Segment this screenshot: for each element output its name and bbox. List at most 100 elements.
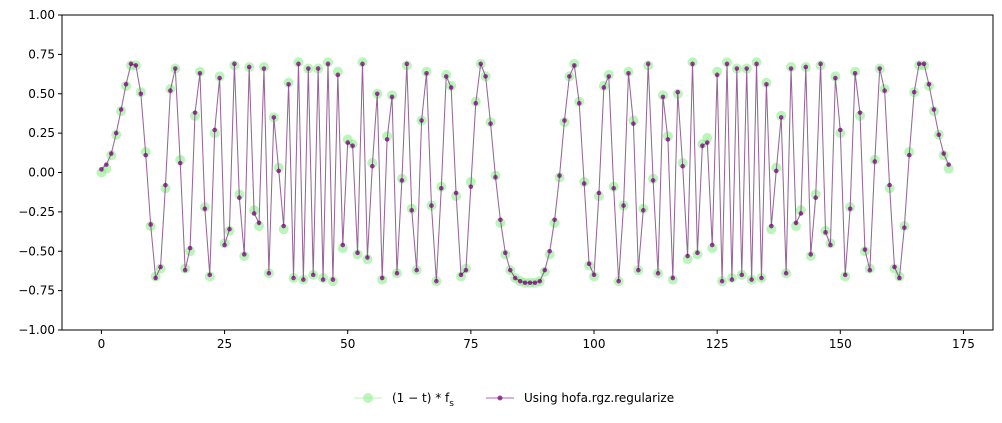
data-point-regularize <box>882 88 887 93</box>
x-tick-label: 150 <box>829 337 852 351</box>
y-axis: −1.00 −0.75 −0.50 −0.25 0.00 0.25 0.50 0.75 1.00 <box>18 8 62 337</box>
data-point-regularize <box>650 178 656 183</box>
data-point-scaled-fs <box>337 243 348 254</box>
data-point-scaled-fs <box>682 254 693 265</box>
data-point-regularize <box>769 223 774 229</box>
data-point-regularize <box>187 245 193 251</box>
data-point-regularize <box>847 206 853 212</box>
data-point-regularize <box>301 277 306 282</box>
data-point-regularize <box>507 267 513 273</box>
data-point-scaled-fs <box>332 66 343 77</box>
data-point-regularize <box>700 143 705 149</box>
data-point-regularize <box>118 107 124 112</box>
data-point-regularize <box>271 115 277 120</box>
data-point-regularize <box>916 61 922 67</box>
data-point-regularize <box>172 66 178 71</box>
data-point-regularize <box>443 74 449 79</box>
data-point-regularize <box>892 264 897 270</box>
data-point-regularize <box>788 66 794 71</box>
data-point-regularize <box>911 89 917 95</box>
data-point-scaled-fs <box>185 246 196 257</box>
data-point-regularize <box>409 208 415 213</box>
data-point-scaled-fs <box>278 224 289 235</box>
data-point-regularize <box>310 272 316 278</box>
data-point-regularize <box>335 72 341 78</box>
data-point-regularize <box>542 267 548 273</box>
data-point-regularize <box>448 85 454 90</box>
data-point-regularize <box>503 250 508 256</box>
x-tick-label: 125 <box>706 337 729 351</box>
data-point-regularize <box>320 277 326 282</box>
data-point-scaled-fs <box>790 221 801 232</box>
data-point-regularize <box>345 140 351 145</box>
data-point-regularize <box>212 127 218 133</box>
data-point-regularize <box>291 275 296 281</box>
data-point-regularize <box>837 127 843 133</box>
data-point-regularize <box>104 162 109 167</box>
data-point-regularize <box>793 220 799 226</box>
data-point-regularize <box>217 75 222 81</box>
data-point-regularize <box>232 61 237 67</box>
data-point-regularize <box>862 247 868 252</box>
data-point-regularize <box>557 173 562 178</box>
data-point-regularize <box>759 275 764 281</box>
data-point-regularize <box>438 185 444 191</box>
data-point-regularize <box>852 70 858 76</box>
data-point-scaled-fs <box>766 224 777 235</box>
data-point-regularize <box>340 242 346 248</box>
data-point-scaled-fs <box>702 132 713 143</box>
data-point-regularize <box>429 203 434 208</box>
data-point-regularize <box>867 267 873 273</box>
data-point-scaled-fs <box>254 221 265 232</box>
data-point-regularize <box>512 275 518 281</box>
y-tick-label: 0.25 <box>28 126 55 140</box>
data-point-regularize <box>749 277 754 282</box>
data-point-regularize <box>99 167 104 172</box>
data-point-regularize <box>453 190 459 196</box>
data-point-regularize <box>350 143 355 149</box>
y-tick-label: 0.75 <box>28 47 55 61</box>
data-point-regularize <box>547 248 552 254</box>
data-point-regularize <box>842 272 848 278</box>
legend: (1 − t) * fs Using hofa.rgz.regularize <box>354 391 674 409</box>
x-tick-label: 50 <box>340 337 355 351</box>
data-point-regularize <box>813 195 818 200</box>
data-point-regularize <box>473 100 479 106</box>
data-point-regularize <box>828 242 833 248</box>
data-point-scaled-fs <box>712 66 723 77</box>
data-point-regularize <box>773 168 779 174</box>
legend-entry-regularize: Using hofa.rgz.regularize <box>486 391 674 405</box>
x-axis: 0 25 50 75 100 125 150 175 <box>98 330 975 351</box>
data-point-regularize <box>670 275 676 281</box>
data-point-regularize <box>399 178 405 183</box>
data-point-regularize <box>128 61 134 67</box>
data-point-regularize <box>709 242 715 248</box>
x-tick-label: 25 <box>217 337 232 351</box>
x-tick-label: 0 <box>98 337 106 351</box>
data-point-regularize <box>168 88 173 93</box>
data-point-regularize <box>601 85 607 90</box>
data-point-regularize <box>576 100 582 106</box>
data-point-regularize <box>315 66 321 71</box>
data-point-regularize <box>675 89 681 95</box>
data-point-regularize <box>931 107 937 112</box>
data-point-regularize <box>571 63 577 68</box>
data-point-regularize <box>330 277 336 282</box>
data-point-regularize <box>414 267 419 273</box>
data-point-scaled-fs <box>707 243 718 254</box>
data-point-regularize <box>921 61 927 67</box>
data-point-regularize <box>586 261 592 267</box>
data-point-regularize <box>389 94 395 100</box>
data-point-regularize <box>237 195 242 200</box>
data-point-regularize <box>690 61 695 67</box>
data-point-regularize <box>108 151 114 156</box>
y-tick-label: −0.50 <box>18 244 55 258</box>
data-point-regularize <box>665 137 671 142</box>
y-tick-label: 1.00 <box>28 8 55 22</box>
data-point-regularize <box>626 70 631 76</box>
x-tick-label: 75 <box>463 337 478 351</box>
data-point-regularize <box>562 118 567 123</box>
y-tick-label: −1.00 <box>18 323 55 337</box>
data-point-scaled-fs <box>544 249 555 260</box>
